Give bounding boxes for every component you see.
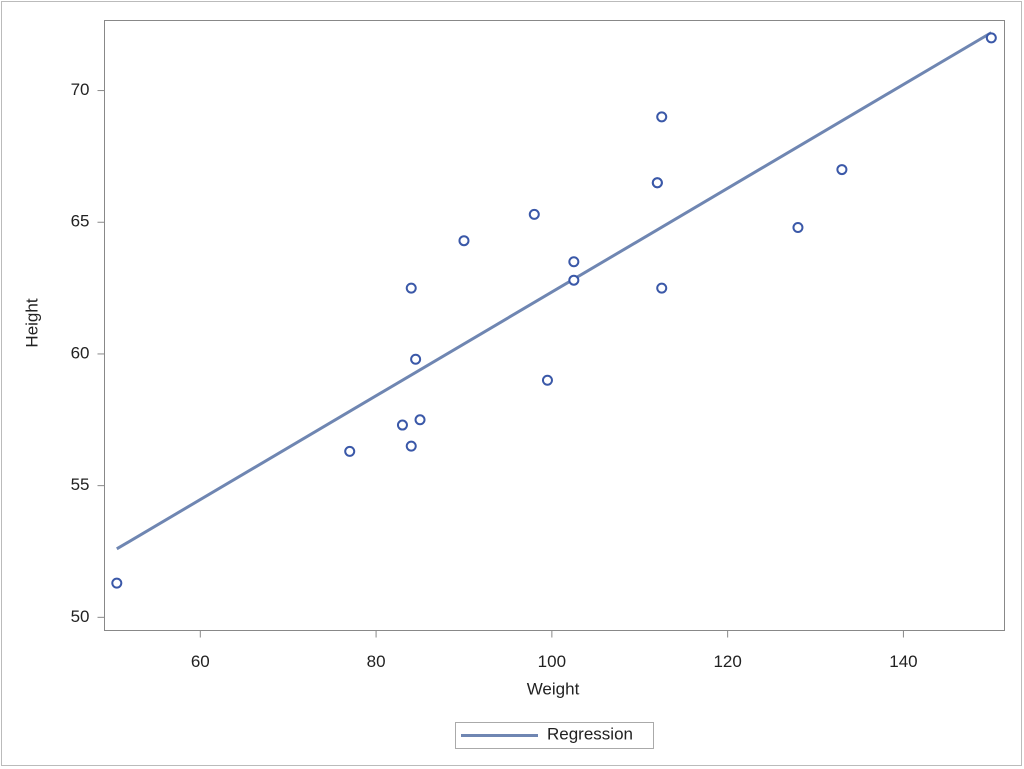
point (414, 414, 426, 426)
point (836, 164, 848, 176)
y-tick-label: 55 (71, 475, 90, 494)
point (541, 374, 553, 386)
point (344, 445, 356, 457)
y-tick-label: 70 (71, 80, 90, 99)
point (651, 177, 663, 189)
x-tick-label: 60 (191, 652, 210, 671)
point (568, 274, 580, 286)
point (792, 222, 804, 234)
point (568, 256, 580, 268)
y-axis-label: Height (22, 298, 41, 347)
y-tick-label: 50 (71, 607, 90, 626)
x-tick-label: 140 (889, 652, 917, 671)
x-tick-label: 80 (367, 652, 386, 671)
point (405, 282, 417, 294)
y-tick-label: 60 (71, 343, 90, 362)
plot-frame (104, 20, 1005, 631)
point (985, 32, 997, 44)
point (396, 419, 408, 431)
x-axis-label: Weight (527, 679, 580, 698)
x-tick-label: 120 (713, 652, 741, 671)
y-tick-label: 65 (71, 212, 90, 231)
point (111, 577, 123, 589)
point (458, 235, 470, 247)
point (656, 282, 668, 294)
point (410, 353, 422, 365)
legend-label: Regression (547, 724, 633, 743)
regression-line (116, 31, 993, 551)
point (528, 208, 540, 220)
point (405, 440, 417, 452)
point (656, 111, 668, 123)
x-tick-label: 100 (538, 652, 566, 671)
